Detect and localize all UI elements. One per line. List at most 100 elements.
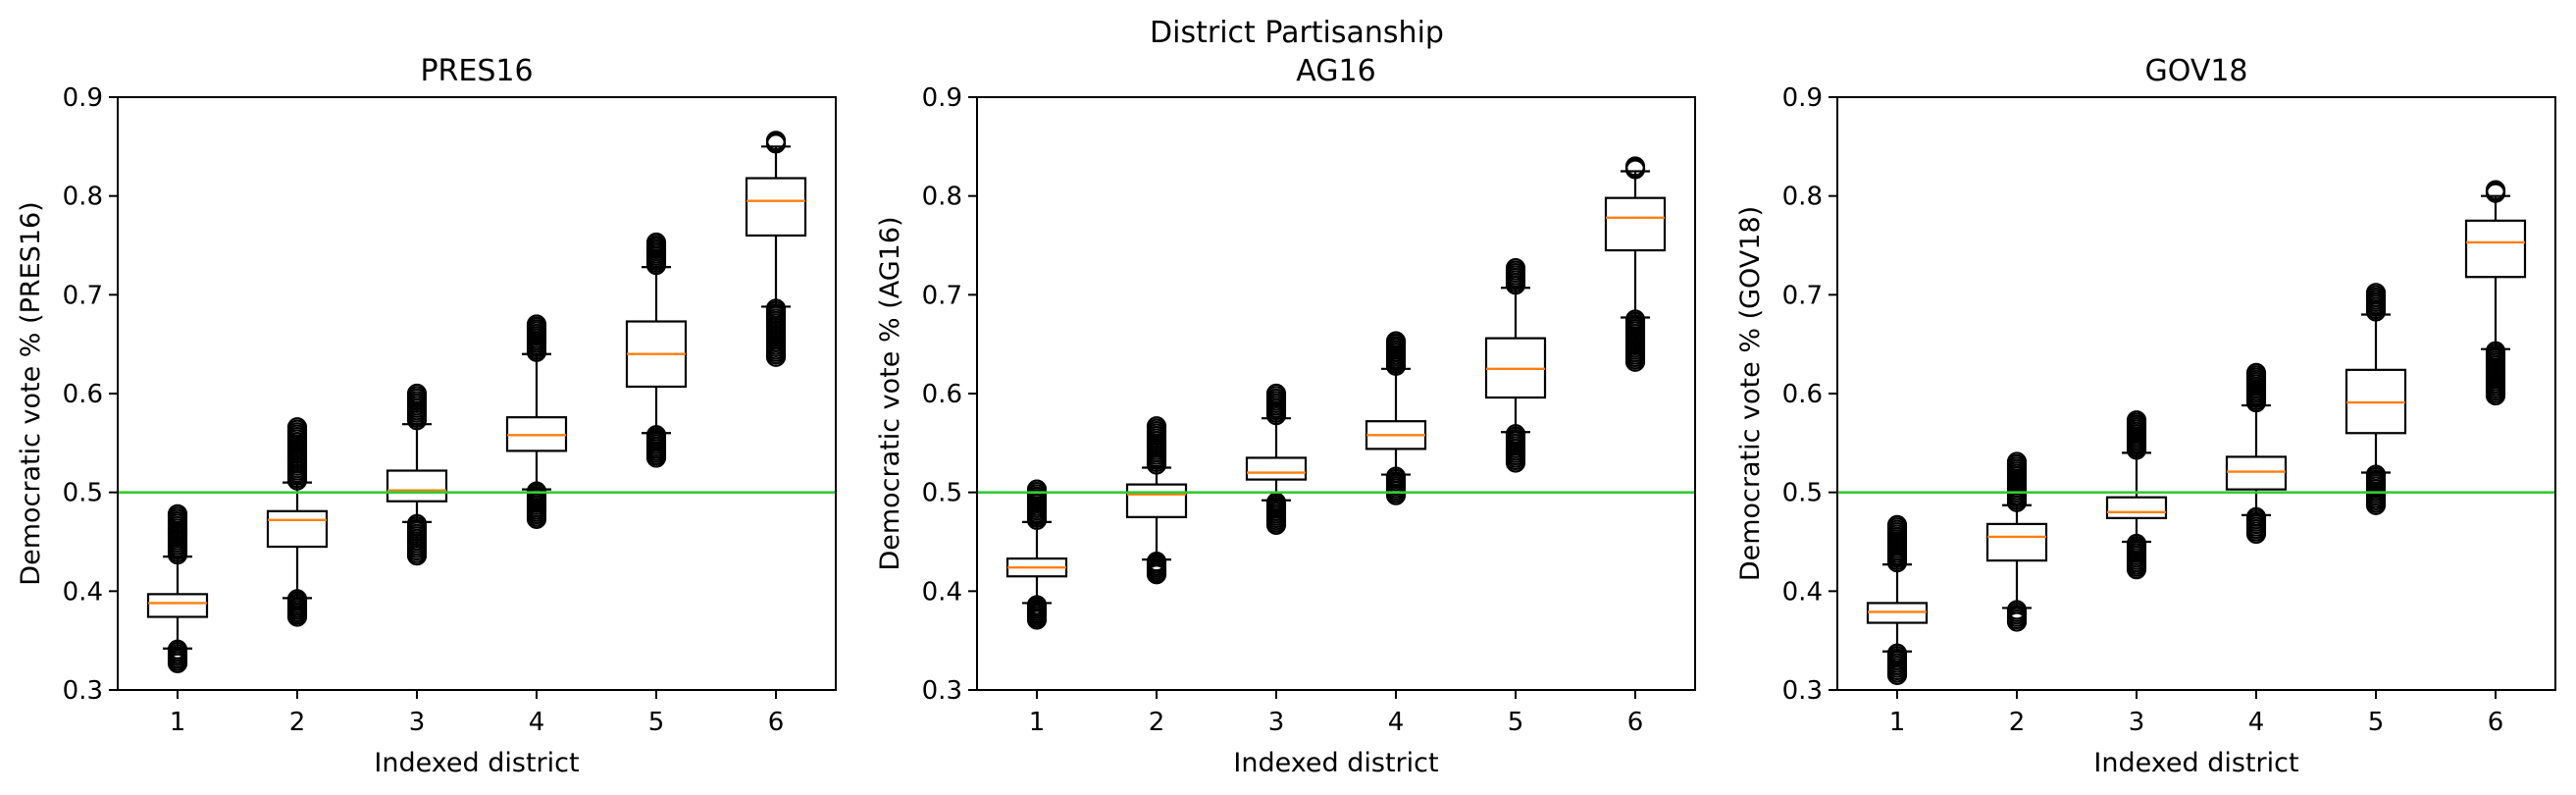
chart-panel-2: AG16 0.3 0.4 0.5 0.6 0.7 0.8 0.9 1 2 3 4 5 6 Indexed d…: [875, 54, 1696, 778]
box-district-3: [386, 383, 448, 566]
x-tick-label: 3: [2129, 708, 2145, 737]
figure-title: District Partisanship: [1150, 16, 1444, 50]
flier-low: [1026, 610, 1048, 630]
y-tick-label: 0.9: [63, 83, 103, 113]
box-iqr: [1245, 456, 1308, 481]
flier-low: [1624, 351, 1646, 372]
flier-low: [765, 346, 787, 367]
y-tick-label: 0.3: [63, 676, 103, 706]
x-tick-label: 2: [2009, 708, 2026, 737]
box-district-1: [1005, 479, 1068, 630]
box-iqr: [386, 469, 448, 503]
flier-high: [1146, 454, 1167, 475]
flier-high: [1505, 275, 1526, 295]
panel-title: GOV18: [2144, 54, 2247, 88]
y-axis-label: Democratic vote % (PRES16): [16, 201, 46, 585]
plot-frame: [976, 96, 1696, 691]
y-tick-label: 0.8: [922, 183, 962, 212]
y-tick-label: 0.8: [1782, 183, 1823, 212]
y-tick-label: 0.9: [1782, 83, 1823, 113]
x-tick-label: 2: [289, 708, 306, 737]
box-district-5: [2344, 283, 2407, 515]
panel-title: PRES16: [420, 54, 533, 88]
y-axis-label: Democratic vote % (GOV18): [1735, 206, 1766, 581]
flier-high: [645, 255, 667, 276]
flier-high: [1026, 509, 1048, 530]
box-iqr: [745, 177, 807, 238]
flier-high: [286, 470, 308, 491]
x-tick-label: 2: [1149, 708, 1165, 737]
box-district-1: [146, 504, 209, 673]
box-district-1: [1866, 514, 1929, 686]
chart-panels: PRES16 0.3 0.4 0.5 0.6 0.7 0.8 0.9 1 2 3 4 5 6 Indexed…: [16, 54, 2556, 778]
x-tick-label: 1: [1889, 708, 1906, 737]
y-tick-label: 0.3: [1782, 676, 1823, 706]
y-tick-label: 0.5: [1782, 479, 1823, 508]
flier-high: [1385, 355, 1407, 376]
flier-high: [167, 544, 188, 565]
flier-low: [526, 508, 547, 529]
flier-high: [406, 410, 428, 431]
box-district-6: [1604, 156, 1667, 372]
box-district-5: [625, 232, 688, 468]
flier-low: [2365, 495, 2387, 515]
x-axis-label: Indexed district: [374, 748, 579, 778]
box-district-3: [2105, 410, 2168, 580]
flier-low: [1505, 452, 1526, 473]
flier-low: [1265, 514, 1287, 535]
box-district-4: [1365, 331, 1427, 505]
y-axis-label: Democratic vote % (AG16): [875, 216, 905, 570]
y-tick-label: 0.4: [922, 577, 962, 607]
x-tick-label: 3: [409, 708, 426, 737]
flier-high: [1624, 159, 1646, 180]
box-district-6: [2464, 180, 2527, 406]
chart-panel-3: GOV18 0.3 0.4 0.5 0.6 0.7 0.8 0.9 1 2 3 4 5 6 Indexed …: [1735, 54, 2556, 778]
y-tick-label: 0.7: [63, 281, 103, 310]
y-tick-label: 0.7: [1782, 281, 1823, 310]
y-tick-label: 0.7: [922, 281, 962, 310]
box-iqr: [1985, 522, 2048, 562]
y-tick-label: 0.4: [63, 577, 103, 607]
x-tick-label: 5: [2368, 708, 2385, 737]
box-district-2: [1125, 416, 1188, 585]
box-iqr: [2464, 219, 2527, 279]
flier-low: [2485, 385, 2506, 406]
chart-panel-1: PRES16 0.3 0.4 0.5 0.6 0.7 0.8 0.9 1 2 3 4 5 6 Indexed…: [16, 54, 837, 778]
y-tick-label: 0.3: [922, 676, 962, 706]
box-district-6: [745, 131, 807, 367]
x-tick-label: 4: [529, 708, 545, 737]
flier-high: [2126, 440, 2147, 460]
x-tick-label: 5: [1508, 708, 1524, 737]
y-tick-label: 0.6: [1782, 380, 1823, 409]
plot-frame: [117, 96, 837, 691]
flier-low: [2126, 559, 2147, 580]
flier-low: [1886, 664, 1908, 686]
flier-low: [286, 607, 308, 627]
y-tick-label: 0.5: [63, 479, 103, 508]
y-tick-label: 0.5: [922, 479, 962, 508]
flier-high: [1886, 553, 1908, 573]
panel-title: AG16: [1296, 54, 1375, 88]
box-district-4: [2225, 362, 2288, 545]
flier-high: [2365, 301, 2387, 322]
x-tick-label: 4: [1388, 708, 1405, 737]
box-iqr: [1125, 483, 1188, 518]
flier-low: [406, 545, 428, 566]
y-tick-label: 0.9: [922, 83, 962, 113]
x-tick-label: 1: [1029, 708, 1046, 737]
box-iqr: [266, 509, 329, 549]
x-axis-label: Indexed district: [1233, 748, 1438, 778]
x-tick-label: 1: [170, 708, 186, 737]
x-tick-label: 5: [648, 708, 665, 737]
x-tick-label: 6: [1627, 708, 1644, 737]
box-iqr: [2225, 455, 2288, 491]
y-tick-label: 0.8: [63, 183, 103, 212]
box-iqr: [1604, 196, 1667, 252]
flier-high: [2485, 183, 2506, 203]
flier-high: [765, 133, 787, 154]
box-district-5: [1484, 258, 1547, 473]
plot-frame: [1836, 96, 2556, 691]
y-tick-label: 0.6: [63, 380, 103, 409]
flier-high: [526, 342, 547, 362]
